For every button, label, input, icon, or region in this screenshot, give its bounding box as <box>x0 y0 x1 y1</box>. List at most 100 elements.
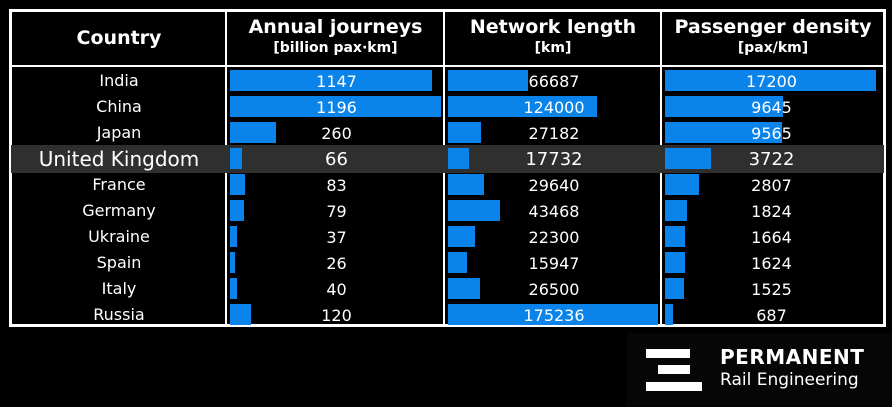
header-length: Network length [km] <box>446 11 660 66</box>
permanent-logo-icon <box>646 349 702 391</box>
journeys-cell: 79 <box>230 198 443 224</box>
length-value: 22300 <box>528 228 580 247</box>
journeys-cell: 83 <box>230 172 443 198</box>
journeys-bar <box>230 70 432 91</box>
density-value: 1664 <box>751 228 792 247</box>
journeys-value: 40 <box>326 280 347 299</box>
density-bar <box>665 174 699 195</box>
header-length-title: Network length <box>469 16 637 38</box>
journeys-cell: 40 <box>230 276 443 302</box>
logo-title: PERMANENT <box>720 345 865 369</box>
density-cell: 1824 <box>665 198 878 224</box>
journeys-cell: 1147 <box>230 68 443 94</box>
journeys-value: 66 <box>325 149 348 170</box>
length-bar <box>448 226 475 247</box>
journeys-value: 26 <box>326 254 347 273</box>
length-cell: 27182 <box>448 120 660 146</box>
header-density-title: Passenger density <box>674 16 872 38</box>
length-bar <box>448 252 467 273</box>
country-label: Italy <box>101 279 137 298</box>
logo-subtitle: Rail Engineering <box>720 370 859 390</box>
journeys-cell: 260 <box>230 120 443 146</box>
length-value: 124000 <box>523 98 585 117</box>
density-bar <box>665 70 876 91</box>
header-density-unit: [pax/km] <box>737 40 809 56</box>
density-value: 3722 <box>748 149 795 170</box>
journeys-value: 120 <box>321 306 352 325</box>
journeys-cell: 37 <box>230 224 443 250</box>
journeys-bar <box>230 174 245 195</box>
journeys-bar <box>230 148 242 169</box>
density-cell: 687 <box>665 302 878 328</box>
density-bar <box>665 278 684 299</box>
length-bar <box>448 304 658 325</box>
journeys-bar <box>230 200 244 221</box>
country-label: Japan <box>96 123 142 142</box>
length-value: 43468 <box>528 202 580 221</box>
length-cell: 175236 <box>448 302 660 328</box>
country-label: Ukraine <box>88 227 150 246</box>
density-bar <box>665 200 687 221</box>
country-label: Spain <box>96 253 142 272</box>
length-bar <box>448 148 469 169</box>
length-value: 175236 <box>523 306 585 325</box>
length-cell: 29640 <box>448 172 660 198</box>
journeys-value: 1196 <box>316 98 357 117</box>
header-country: Country <box>11 11 227 66</box>
density-value: 1624 <box>751 254 792 273</box>
journeys-cell: 120 <box>230 302 443 328</box>
density-bar <box>665 252 685 273</box>
journeys-cell: 26 <box>230 250 443 276</box>
density-bar <box>665 96 783 117</box>
header-country-label: Country <box>76 27 162 49</box>
country-label: India <box>99 71 139 90</box>
density-cell: 3722 <box>665 146 878 172</box>
length-cell: 124000 <box>448 94 660 120</box>
length-value: 26500 <box>528 280 580 299</box>
journeys-bar <box>230 278 237 299</box>
journeys-bar <box>230 122 276 143</box>
density-value: 17200 <box>746 72 797 91</box>
length-value: 15947 <box>528 254 580 273</box>
length-bar <box>448 174 484 195</box>
length-value: 17732 <box>525 149 583 170</box>
density-bar <box>665 122 782 143</box>
highlight-band <box>11 145 884 173</box>
density-value: 9565 <box>751 124 792 143</box>
journeys-bar <box>230 304 251 325</box>
length-cell: 66687 <box>448 68 660 94</box>
country-label: United Kingdom <box>38 147 200 171</box>
length-value: 27182 <box>528 124 580 143</box>
length-bar <box>448 200 500 221</box>
header-length-unit: [km] <box>534 40 572 56</box>
journeys-value: 83 <box>326 176 347 195</box>
country-label: Germany <box>82 201 156 220</box>
journeys-value: 37 <box>326 228 347 247</box>
length-value: 66687 <box>528 72 580 91</box>
length-bar <box>448 96 597 117</box>
density-bar <box>665 148 711 169</box>
length-bar <box>448 70 528 91</box>
length-cell: 15947 <box>448 250 660 276</box>
journeys-bar <box>230 252 235 273</box>
density-value: 9645 <box>751 98 792 117</box>
density-cell: 1664 <box>665 224 878 250</box>
header-journeys: Annual journeys [billion pax·km] <box>228 11 443 66</box>
header-journeys-title: Annual journeys <box>248 16 423 38</box>
density-bar <box>665 304 673 325</box>
journeys-value: 1147 <box>316 72 357 91</box>
density-value: 687 <box>756 306 787 325</box>
header-journeys-unit: [billion pax·km] <box>273 40 398 56</box>
length-bar <box>448 278 480 299</box>
length-cell: 17732 <box>448 146 660 172</box>
journeys-cell: 1196 <box>230 94 443 120</box>
journeys-bar <box>230 96 441 117</box>
journeys-value: 260 <box>321 124 352 143</box>
country-label: France <box>92 175 146 194</box>
density-value: 1525 <box>751 280 792 299</box>
country-label: Russia <box>93 305 145 324</box>
length-bar <box>448 122 481 143</box>
logo: PERMANENT Rail Engineering <box>626 333 892 407</box>
length-value: 29640 <box>528 176 580 195</box>
journeys-bar <box>230 226 237 247</box>
